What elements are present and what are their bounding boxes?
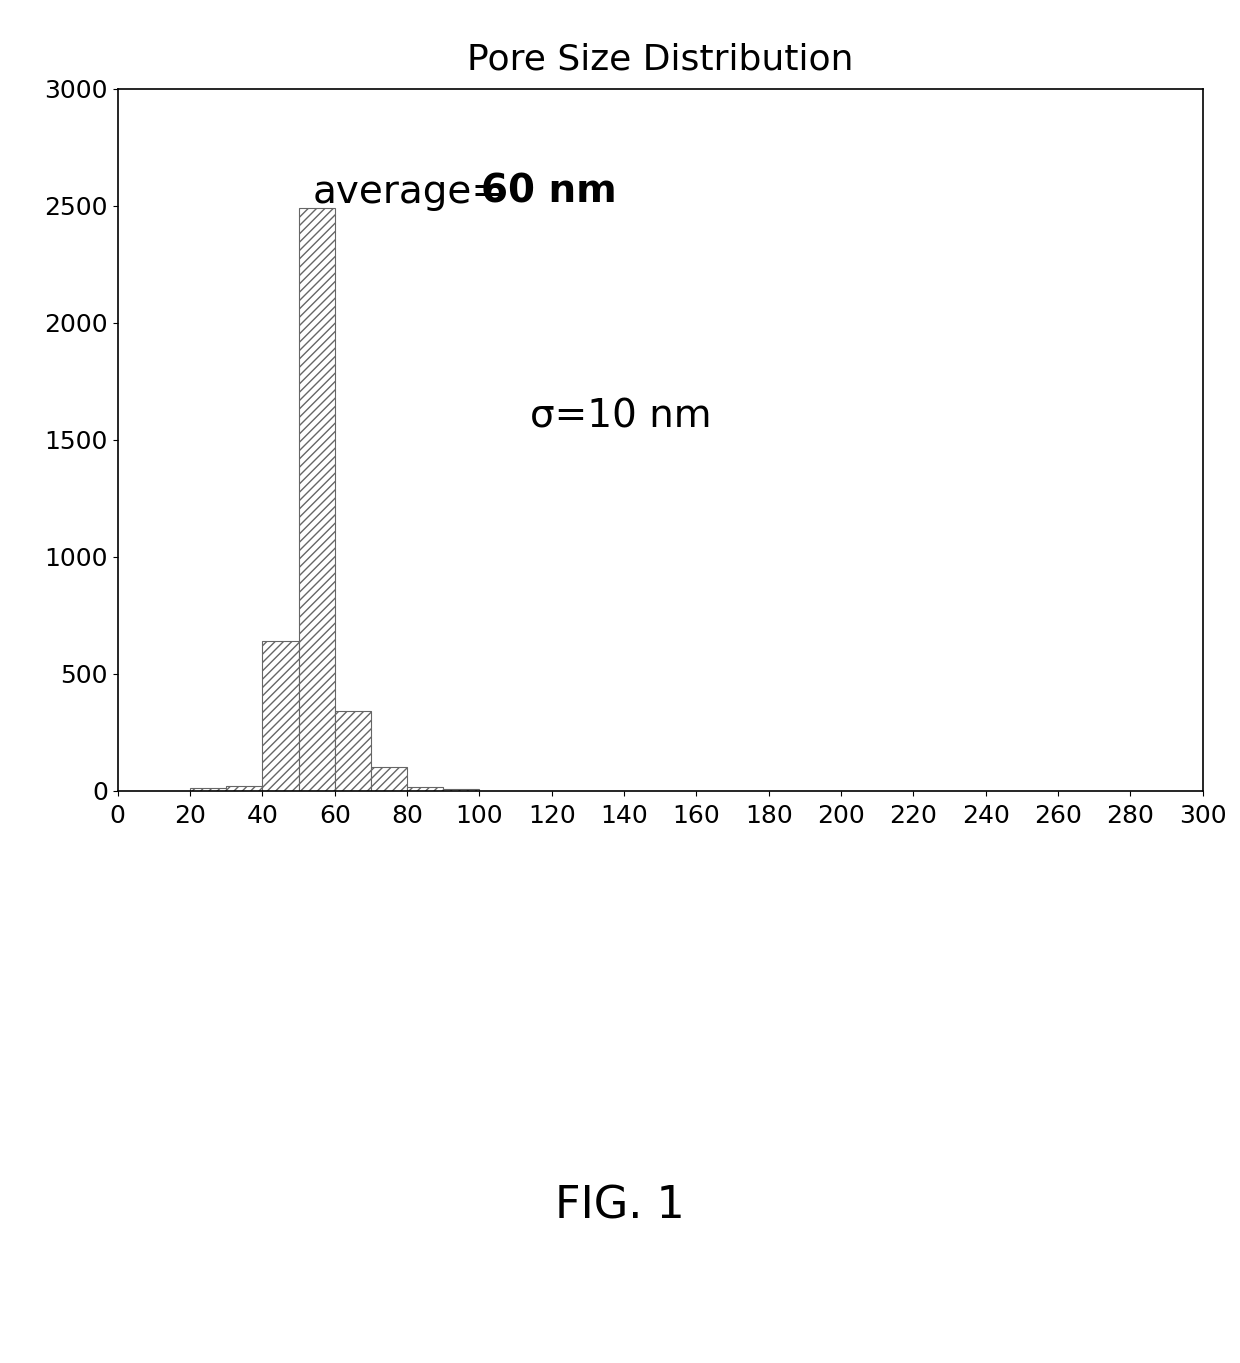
Text: σ=10 nm: σ=10 nm <box>531 398 712 435</box>
Text: FIG. 1: FIG. 1 <box>556 1184 684 1228</box>
Text: average=: average= <box>312 173 505 211</box>
Bar <box>299 209 335 791</box>
Bar <box>263 641 299 791</box>
Bar <box>226 786 263 791</box>
Bar <box>335 711 371 791</box>
Title: Pore Size Distribution: Pore Size Distribution <box>467 42 853 76</box>
Bar <box>407 786 444 791</box>
Bar <box>371 767 407 791</box>
Bar <box>190 788 226 791</box>
Text: 60 nm: 60 nm <box>481 173 618 211</box>
